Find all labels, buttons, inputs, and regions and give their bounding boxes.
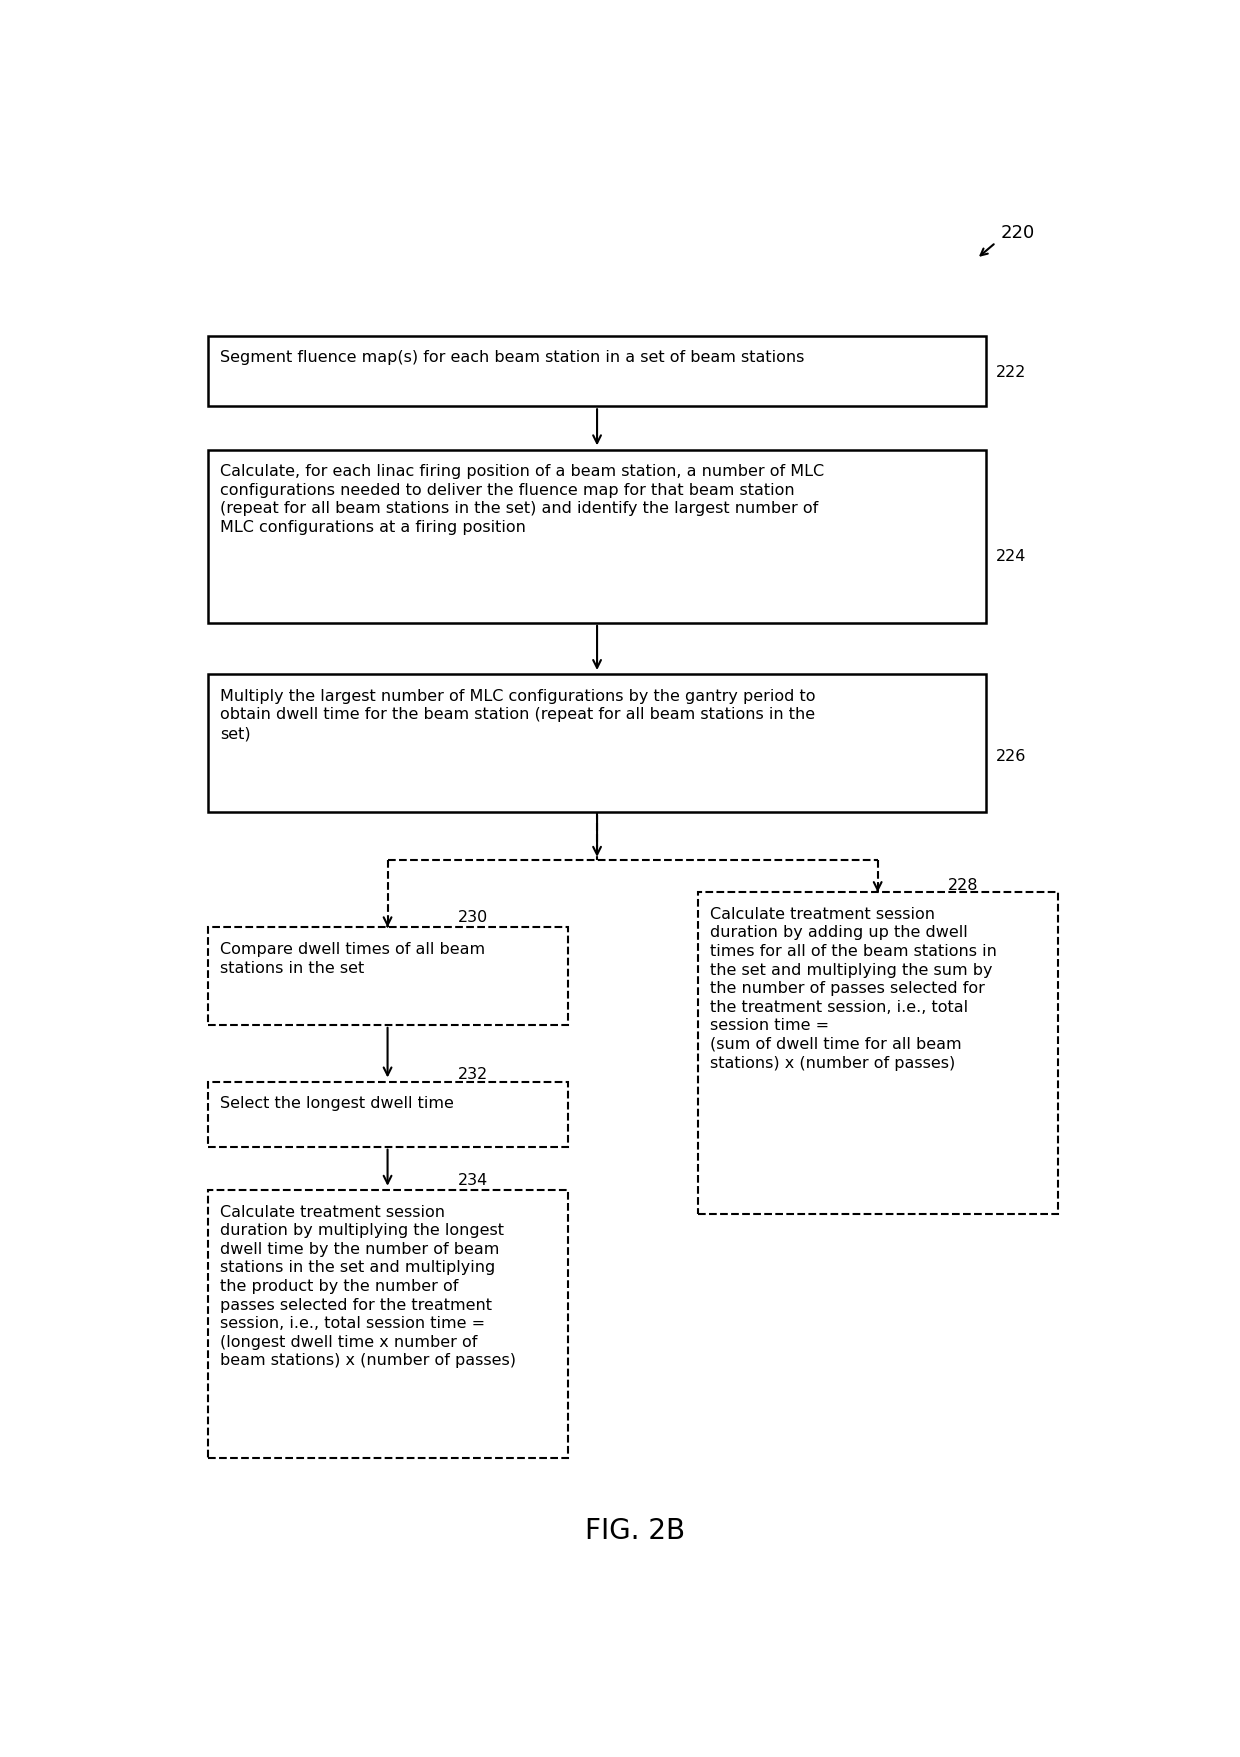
Text: Multiply the largest number of MLC configurations by the gantry period to
obtain: Multiply the largest number of MLC confi… — [221, 689, 816, 741]
FancyBboxPatch shape — [208, 675, 986, 813]
Text: Select the longest dwell time: Select the longest dwell time — [221, 1096, 454, 1110]
Text: 222: 222 — [996, 364, 1027, 380]
FancyBboxPatch shape — [208, 1189, 568, 1458]
Text: FIG. 2B: FIG. 2B — [585, 1516, 686, 1544]
Text: 230: 230 — [458, 910, 489, 924]
FancyBboxPatch shape — [208, 337, 986, 408]
Text: 220: 220 — [1001, 223, 1035, 242]
Text: Calculate treatment session
duration by multiplying the longest
dwell time by th: Calculate treatment session duration by … — [221, 1204, 516, 1367]
Text: Calculate treatment session
duration by adding up the dwell
times for all of the: Calculate treatment session duration by … — [711, 907, 997, 1070]
Text: Segment fluence map(s) for each beam station in a set of beam stations: Segment fluence map(s) for each beam sta… — [221, 350, 805, 365]
Text: 228: 228 — [947, 877, 978, 893]
Text: 224: 224 — [996, 548, 1027, 564]
FancyBboxPatch shape — [208, 928, 568, 1026]
Text: Calculate, for each linac firing position of a beam station, a number of MLC
con: Calculate, for each linac firing positio… — [221, 464, 825, 534]
Text: Compare dwell times of all beam
stations in the set: Compare dwell times of all beam stations… — [221, 942, 486, 975]
FancyBboxPatch shape — [208, 1082, 568, 1147]
FancyBboxPatch shape — [208, 450, 986, 624]
Text: 226: 226 — [996, 748, 1027, 764]
Text: 232: 232 — [458, 1066, 489, 1082]
Text: 234: 234 — [458, 1172, 489, 1188]
FancyBboxPatch shape — [698, 893, 1058, 1214]
